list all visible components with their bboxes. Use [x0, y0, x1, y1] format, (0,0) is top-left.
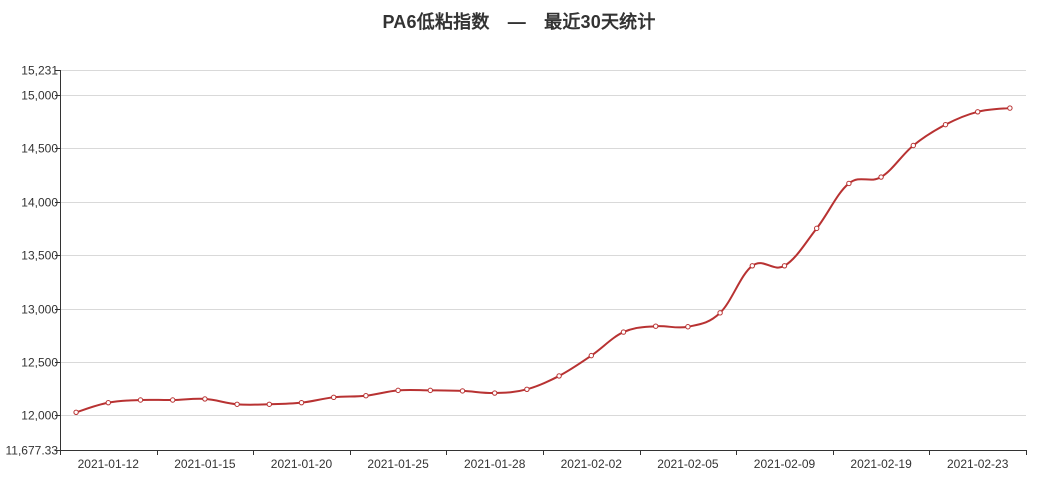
x-tick-label: 2021-01-28 — [464, 457, 526, 471]
y-tick-label: 15,000 — [21, 89, 58, 103]
y-tick-label: 14,500 — [21, 142, 58, 156]
data-point[interactable] — [298, 399, 305, 406]
y-tick-label: 14,000 — [21, 196, 58, 210]
x-tick-label: 2021-01-20 — [271, 457, 333, 471]
data-point[interactable] — [73, 409, 79, 415]
data-point[interactable] — [492, 390, 498, 396]
y-tick-label: 13,500 — [21, 249, 58, 263]
data-point[interactable] — [363, 393, 369, 399]
data-point[interactable] — [459, 388, 466, 394]
data-point[interactable] — [975, 109, 981, 115]
data-point[interactable] — [846, 180, 852, 187]
data-point[interactable] — [395, 387, 401, 394]
data-point[interactable] — [878, 174, 884, 180]
x-tick-label: 2021-02-09 — [754, 457, 816, 471]
data-point[interactable] — [105, 399, 112, 406]
data-point[interactable] — [137, 397, 144, 403]
x-tick-label: 2021-01-25 — [367, 457, 429, 471]
data-point[interactable] — [814, 225, 820, 232]
y-tick-label: 12,000 — [21, 409, 58, 423]
data-point[interactable] — [685, 324, 691, 330]
data-point[interactable] — [620, 329, 627, 335]
data-point[interactable] — [910, 142, 916, 149]
y-axis: 11,677.33 12,000 12,500 13,000 13,500 14,000 1… — [6, 64, 61, 458]
data-point[interactable] — [524, 386, 530, 392]
series-points — [73, 105, 1013, 415]
chart-title: PA6低粘指数 — 最近30天统计 — [382, 12, 656, 32]
data-point[interactable] — [202, 396, 208, 402]
y-tick-label: 11,677.33 — [6, 444, 59, 458]
y-tick-label: 12,500 — [21, 356, 58, 370]
data-point[interactable] — [331, 394, 337, 401]
gridlines — [60, 70, 1026, 451]
x-tick-label: 2021-02-05 — [657, 457, 719, 471]
data-point[interactable] — [1007, 105, 1013, 111]
x-tick-label: 2021-02-02 — [561, 457, 623, 471]
data-point[interactable] — [781, 263, 788, 269]
data-point[interactable] — [427, 387, 433, 394]
data-point[interactable] — [942, 121, 949, 128]
data-point[interactable] — [749, 263, 755, 269]
x-axis: 2021-01-12 2021-01-15 2021-01-20 2021-01-25… — [60, 450, 1027, 471]
x-tick-label: 2021-01-12 — [78, 457, 140, 471]
series-line — [75, 107, 1011, 414]
x-tick-label: 2021-01-15 — [174, 457, 236, 471]
data-point[interactable] — [556, 373, 562, 379]
data-point[interactable] — [588, 352, 594, 359]
x-tick-label: 2021-02-19 — [850, 457, 912, 471]
data-point[interactable] — [234, 401, 240, 407]
data-point[interactable] — [717, 310, 723, 316]
data-point[interactable] — [266, 401, 272, 407]
y-tick-label: 13,000 — [21, 303, 58, 317]
y-tick-label: 15,231 — [21, 64, 58, 78]
x-tick-label: 2021-02-23 — [947, 457, 1009, 471]
data-point[interactable] — [653, 323, 659, 329]
data-point[interactable] — [170, 397, 176, 403]
